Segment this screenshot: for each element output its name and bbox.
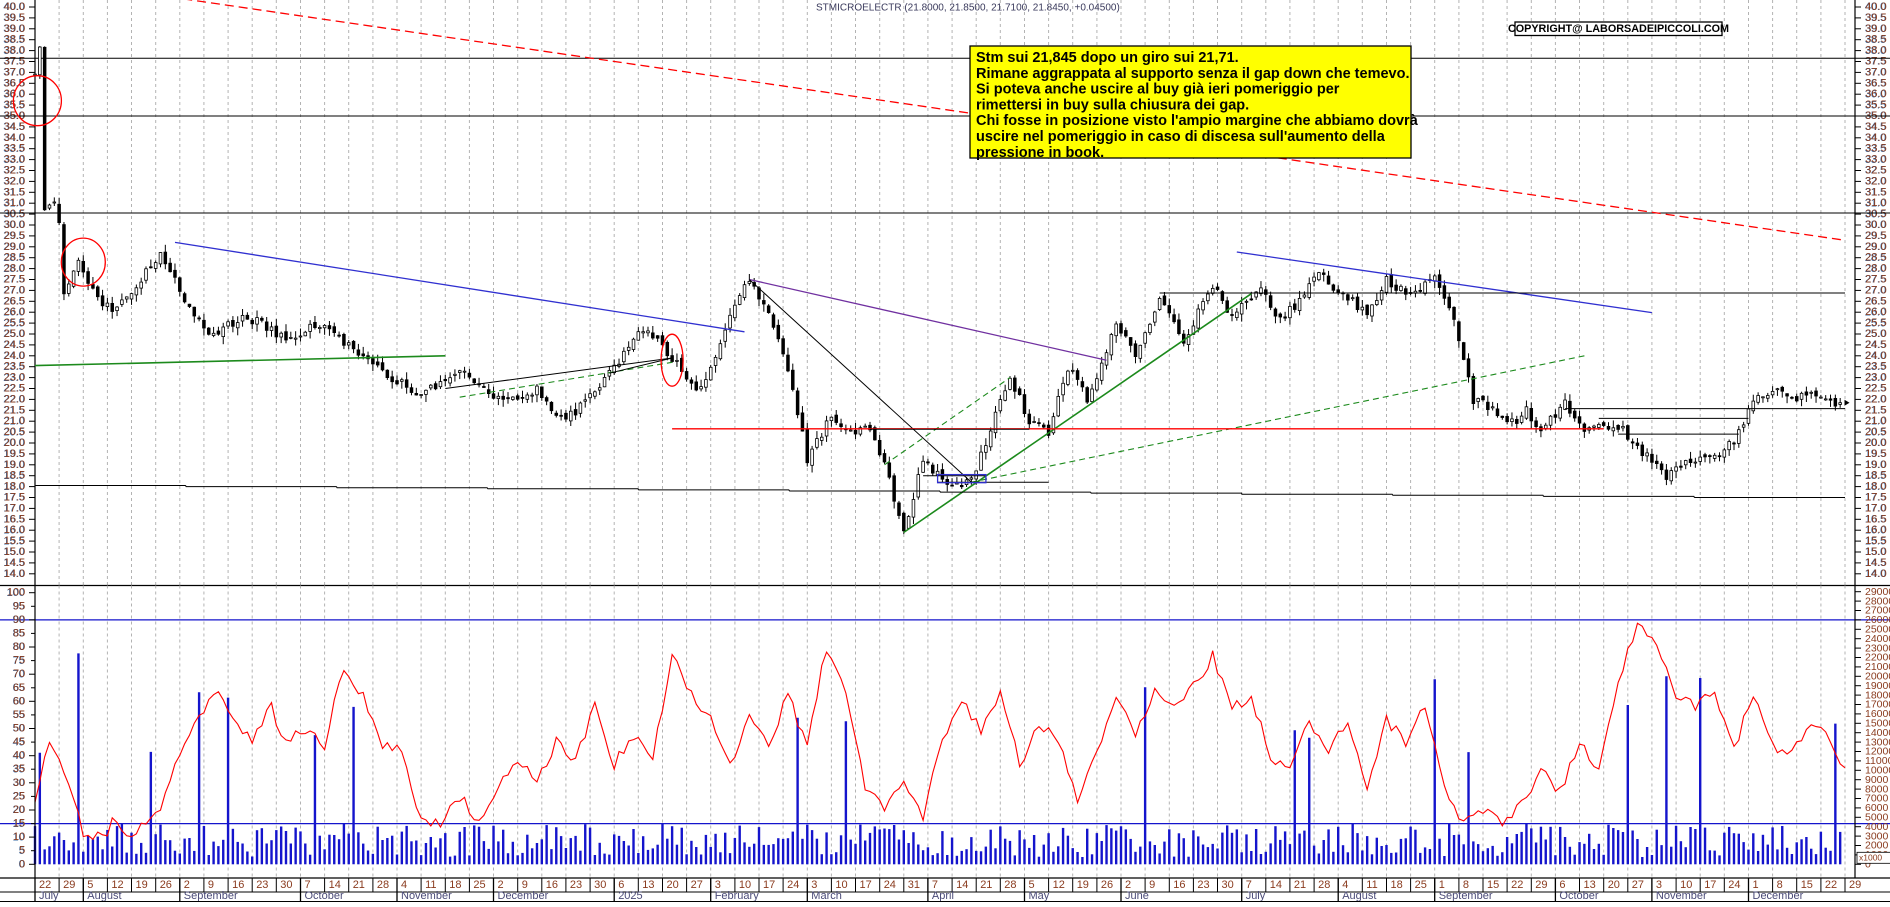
svg-text:55: 55 bbox=[13, 709, 25, 721]
svg-text:25: 25 bbox=[473, 879, 485, 891]
svg-text:March: March bbox=[811, 890, 842, 902]
svg-text:29: 29 bbox=[63, 879, 75, 891]
svg-text:90: 90 bbox=[13, 614, 25, 626]
svg-text:25: 25 bbox=[1415, 879, 1427, 891]
svg-text:20: 20 bbox=[13, 804, 25, 816]
svg-text:uscire nel pomeriggio in caso: uscire nel pomeriggio in caso di discesa… bbox=[976, 129, 1386, 145]
svg-text:October: October bbox=[1559, 890, 1598, 902]
svg-text:COPYRIGHT@ LABORSADEIPICCOLI.C: COPYRIGHT@ LABORSADEIPICCOLI.COM bbox=[1508, 23, 1729, 35]
svg-text:28: 28 bbox=[1318, 879, 1330, 891]
svg-text:Rimane aggrappata al supporto: Rimane aggrappata al supporto senza il g… bbox=[976, 66, 1409, 82]
svg-text:14: 14 bbox=[1270, 879, 1282, 891]
svg-text:December: December bbox=[1753, 890, 1804, 902]
svg-text:September: September bbox=[1439, 890, 1493, 902]
svg-text:November: November bbox=[1656, 890, 1707, 902]
svg-text:29: 29 bbox=[1849, 879, 1861, 891]
svg-text:10: 10 bbox=[13, 831, 25, 843]
svg-text:14.0: 14.0 bbox=[1865, 568, 1886, 580]
svg-text:75: 75 bbox=[13, 655, 25, 667]
svg-text:July: July bbox=[39, 890, 59, 902]
svg-text:30: 30 bbox=[13, 777, 25, 789]
svg-text:October: October bbox=[305, 890, 344, 902]
svg-text:23: 23 bbox=[1197, 879, 1209, 891]
svg-text:80: 80 bbox=[13, 641, 25, 653]
svg-text:31: 31 bbox=[908, 879, 920, 891]
svg-text:29000: 29000 bbox=[1865, 586, 1890, 598]
svg-text:65: 65 bbox=[13, 682, 25, 694]
svg-text:95: 95 bbox=[13, 600, 25, 612]
svg-text:26: 26 bbox=[1101, 879, 1113, 891]
svg-text:November: November bbox=[401, 890, 452, 902]
svg-text:35: 35 bbox=[13, 763, 25, 775]
svg-text:18: 18 bbox=[1391, 879, 1403, 891]
svg-text:12: 12 bbox=[1053, 879, 1065, 891]
svg-text:27: 27 bbox=[1632, 879, 1644, 891]
svg-text:22: 22 bbox=[1511, 879, 1523, 891]
svg-text:30: 30 bbox=[1222, 879, 1234, 891]
svg-text:17: 17 bbox=[860, 879, 872, 891]
svg-text:28: 28 bbox=[1004, 879, 1016, 891]
svg-text:23: 23 bbox=[256, 879, 268, 891]
svg-text:0: 0 bbox=[19, 858, 25, 870]
svg-text:27: 27 bbox=[691, 879, 703, 891]
svg-text:14.0: 14.0 bbox=[4, 568, 25, 580]
svg-text:14: 14 bbox=[956, 879, 968, 891]
svg-text:24: 24 bbox=[787, 879, 799, 891]
svg-text:STMICROELECTR (21.8000, 21.850: STMICROELECTR (21.8000, 21.8500, 21.7100… bbox=[816, 3, 1120, 14]
svg-text:30: 30 bbox=[594, 879, 606, 891]
svg-text:70: 70 bbox=[13, 668, 25, 680]
svg-text:August: August bbox=[1342, 890, 1376, 902]
svg-text:Chi fosse in posizione visto l: Chi fosse in posizione visto l'ampio mar… bbox=[976, 113, 1419, 129]
svg-text:60: 60 bbox=[13, 695, 25, 707]
svg-text:19: 19 bbox=[136, 879, 148, 891]
svg-text:22: 22 bbox=[1825, 879, 1837, 891]
svg-text:100: 100 bbox=[7, 587, 25, 599]
svg-text:25: 25 bbox=[13, 790, 25, 802]
svg-text:24: 24 bbox=[884, 879, 896, 891]
svg-text:28: 28 bbox=[377, 879, 389, 891]
svg-text:20: 20 bbox=[667, 879, 679, 891]
svg-text:16: 16 bbox=[1173, 879, 1185, 891]
svg-text:50: 50 bbox=[13, 723, 25, 735]
svg-text:5: 5 bbox=[19, 845, 25, 857]
svg-text:2025: 2025 bbox=[618, 890, 642, 902]
svg-text:February: February bbox=[715, 890, 760, 902]
svg-text:21: 21 bbox=[353, 879, 365, 891]
svg-text:26: 26 bbox=[160, 879, 172, 891]
svg-text:x1000: x1000 bbox=[1859, 852, 1882, 862]
svg-text:45: 45 bbox=[13, 736, 25, 748]
svg-text:21: 21 bbox=[980, 879, 992, 891]
svg-text:Stm sui 21,845 dopo un giro su: Stm sui 21,845 dopo un giro sui 21,71. bbox=[976, 50, 1239, 66]
svg-text:13: 13 bbox=[642, 879, 654, 891]
svg-text:15: 15 bbox=[13, 818, 25, 830]
svg-text:rimettersi in buy sulla chiusu: rimettersi in buy sulla chiusura dei gap… bbox=[976, 97, 1249, 113]
svg-text:Si poteva anche uscire al buy: Si poteva anche uscire al buy già ieri p… bbox=[976, 82, 1340, 98]
svg-text:July: July bbox=[1246, 890, 1266, 902]
svg-text:30: 30 bbox=[280, 879, 292, 891]
svg-text:9: 9 bbox=[1149, 879, 1155, 891]
svg-text:23: 23 bbox=[570, 879, 582, 891]
svg-text:24: 24 bbox=[1728, 879, 1740, 891]
svg-text:19: 19 bbox=[1077, 879, 1089, 891]
svg-text:pressione in book.: pressione in book. bbox=[976, 145, 1104, 161]
svg-text:29: 29 bbox=[1535, 879, 1547, 891]
svg-text:September: September bbox=[184, 890, 238, 902]
svg-text:40: 40 bbox=[13, 750, 25, 762]
svg-text:21: 21 bbox=[1294, 879, 1306, 891]
svg-text:17: 17 bbox=[763, 879, 775, 891]
svg-text:20: 20 bbox=[1608, 879, 1620, 891]
svg-text:August: August bbox=[87, 890, 121, 902]
svg-text:June: June bbox=[1125, 890, 1149, 902]
svg-text:May: May bbox=[1029, 890, 1050, 902]
svg-text:December: December bbox=[498, 890, 549, 902]
svg-text:85: 85 bbox=[13, 627, 25, 639]
svg-text:April: April bbox=[932, 890, 954, 902]
